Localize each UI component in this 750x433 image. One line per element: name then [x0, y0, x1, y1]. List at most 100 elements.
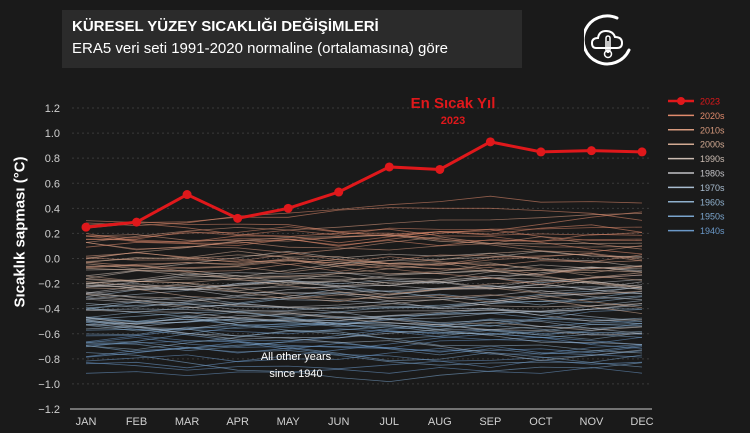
background-year-line: [85, 293, 643, 310]
background-year-line: [85, 272, 643, 300]
background-year-line: [85, 250, 643, 289]
legend-label: 1960s: [700, 197, 725, 207]
background-year-line: [85, 274, 643, 300]
hottest-year-annotation-title: En Sıcak Yıl: [411, 95, 496, 112]
background-year-line: [85, 341, 643, 366]
background-year-line: [85, 284, 643, 302]
series-point-2023: [536, 147, 546, 157]
y-tick-label: −0.6: [38, 329, 60, 341]
background-year-line: [85, 235, 643, 247]
legend-label: 1950s: [700, 212, 725, 222]
background-year-line: [85, 260, 643, 286]
series-point-2023: [384, 162, 394, 172]
series-point-2023: [485, 137, 495, 147]
y-tick-label: 1.2: [45, 103, 60, 115]
background-year-line: [85, 275, 643, 289]
x-tick-label: JUL: [379, 416, 399, 428]
x-tick-label: OCT: [529, 416, 553, 428]
background-year-line: [85, 236, 643, 262]
highlight-series-layer: [81, 137, 647, 232]
background-year-line: [85, 251, 643, 267]
background-year-line: [85, 329, 643, 346]
background-year-line: [85, 212, 643, 243]
background-year-line: [85, 294, 643, 331]
background-year-line: [85, 250, 643, 271]
y-tick-label: 0.8: [45, 153, 60, 165]
y-tick-label: −0.4: [38, 304, 60, 316]
background-year-line: [85, 335, 643, 354]
background-year-line: [85, 341, 643, 356]
legend-swatch-marker: [677, 97, 685, 105]
background-year-line: [85, 328, 643, 345]
background-year-line: [85, 310, 643, 334]
legend-label: 2020s: [700, 111, 725, 121]
background-year-line: [85, 318, 643, 345]
background-year-line: [85, 242, 643, 266]
legend-label: 1980s: [700, 169, 725, 179]
series-point-2023: [334, 187, 344, 197]
background-year-line: [85, 308, 643, 323]
x-tick-label: MAR: [175, 416, 200, 428]
series-point-2023: [586, 146, 596, 156]
x-tick-label: AUG: [428, 416, 452, 428]
x-tick-label: SEP: [479, 416, 501, 428]
series-point-2023: [283, 203, 293, 213]
axis-layer: −1.2 −1.0 −0.8 −0.6 −0.4 −0.2 0.0 0.2 0.4 0.6 0.8 1…: [38, 103, 653, 428]
background-year-line: [85, 296, 643, 319]
series-line-2023: [85, 140, 643, 229]
background-year-line: [85, 317, 643, 334]
background-year-line: [85, 211, 643, 244]
legend-label: 1970s: [700, 183, 725, 193]
background-year-line: [85, 207, 643, 223]
y-tick-label: −1.2: [38, 404, 60, 416]
background-year-line: [85, 227, 643, 241]
y-tick-label: 0.2: [45, 228, 60, 240]
background-year-line: [85, 346, 643, 368]
x-tick-label: JAN: [76, 416, 97, 428]
background-year-line: [85, 320, 643, 361]
legend-label: 2000s: [700, 140, 725, 150]
background-year-line: [85, 262, 643, 284]
series-point-2023: [182, 190, 192, 200]
background-year-line: [85, 304, 643, 313]
background-years-lines: [85, 195, 643, 383]
x-tick-label: APR: [226, 416, 249, 428]
annotation-layer: En Sıcak Yıl 2023 All other years since 194…: [261, 95, 496, 380]
chart-title: KÜRESEL YÜZEY SICAKLIĞI DEĞİŞİMLERİ: [72, 18, 379, 35]
series-point-2023: [435, 164, 445, 174]
background-year-line: [85, 283, 643, 302]
hottest-year-annotation-year: 2023: [441, 115, 465, 127]
background-year-line: [85, 252, 643, 266]
background-year-line: [85, 317, 643, 330]
legend-label: 1990s: [700, 154, 725, 164]
y-tick-label: 0.0: [45, 254, 60, 266]
y-tick-label: 0.6: [45, 178, 60, 190]
background-year-line: [85, 322, 643, 368]
other-years-annotation-line1: All other years: [261, 351, 332, 363]
x-tick-label: MAY: [277, 416, 301, 428]
background-year-line: [85, 224, 643, 248]
background-year-line: [85, 270, 643, 287]
background-year-line: [85, 254, 643, 268]
background-year-line: [85, 330, 643, 354]
background-year-line: [85, 333, 643, 369]
y-tick-label: −0.2: [38, 279, 60, 291]
background-year-line: [85, 195, 643, 227]
background-year-line: [85, 352, 643, 383]
background-year-line: [85, 297, 643, 314]
legend-label: 1940s: [700, 226, 725, 236]
chart-subtitle: ERA5 veri seti 1991-2020 normaline (orta…: [72, 40, 449, 57]
other-years-annotation-line2: since 1940: [269, 368, 322, 380]
x-tick-label: NOV: [580, 416, 605, 428]
series-point-2023: [132, 217, 142, 227]
background-year-line: [85, 221, 643, 255]
series-point-2023: [637, 147, 647, 157]
legend-label: 2010s: [700, 125, 725, 135]
title-box: KÜRESEL YÜZEY SICAKLIĞI DEĞİŞİMLERİ ERA5…: [62, 10, 522, 68]
cloud-thermometer-moon-icon: [584, 14, 631, 66]
series-point-2023: [81, 222, 91, 232]
background-year-line: [85, 350, 643, 371]
y-tick-label: 1.0: [45, 128, 60, 140]
y-tick-label: −0.8: [38, 354, 60, 366]
